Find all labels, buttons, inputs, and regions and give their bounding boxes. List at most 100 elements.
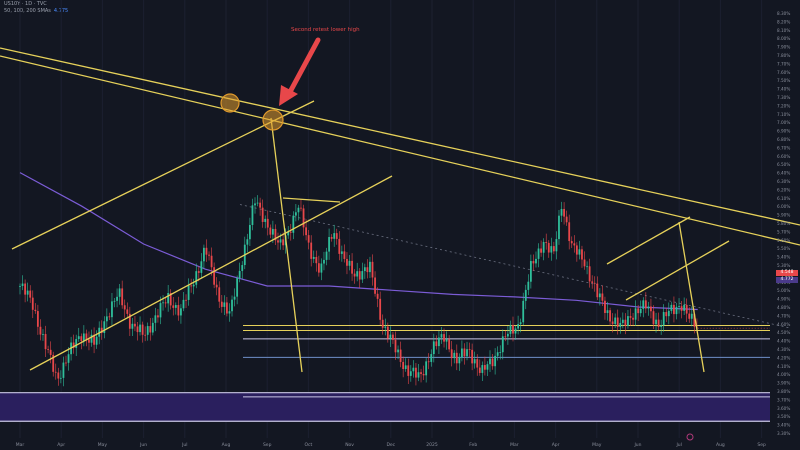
candle-body	[389, 334, 392, 339]
y-tick-label: 6.80%	[777, 137, 790, 142]
x-tick-label: Mar	[16, 442, 25, 448]
x-tick-label: 2025	[426, 442, 438, 448]
candle-body	[34, 309, 37, 312]
candle-body	[532, 261, 535, 264]
support-zone	[0, 392, 770, 422]
candle-body	[512, 324, 514, 334]
current-price-tag: 4.548	[776, 270, 798, 276]
candle-body	[670, 304, 673, 311]
candle-body	[192, 284, 195, 287]
y-tick-label: 3.90%	[777, 381, 790, 386]
candle-body	[54, 371, 57, 373]
candle-body	[62, 362, 65, 378]
candle-body	[542, 242, 545, 253]
candle-body	[187, 285, 190, 300]
candle-body	[563, 208, 565, 217]
candle-body	[402, 361, 405, 370]
candle-body	[315, 256, 318, 264]
candle-body	[77, 336, 80, 340]
candle-body	[644, 300, 647, 309]
candle-body	[65, 362, 67, 364]
candle-body	[499, 352, 502, 354]
y-tick-label: 6.30%	[777, 179, 790, 184]
y-tick-label: 6.00%	[777, 204, 790, 209]
candle-body	[509, 324, 512, 334]
candle-body	[693, 313, 696, 327]
y-tick-label: 4.40%	[777, 339, 790, 344]
candle-body	[496, 352, 499, 356]
trendline	[0, 55, 800, 246]
candle-body	[445, 339, 448, 342]
candle-body	[195, 271, 198, 285]
candle-body	[200, 261, 203, 273]
candle-body	[440, 334, 443, 338]
y-tick-label: 7.00%	[777, 120, 790, 125]
candle-body	[506, 333, 509, 337]
y-tick-label: 6.40%	[777, 171, 790, 176]
candle-body	[264, 218, 267, 222]
candle-body	[366, 267, 369, 273]
candle-body	[111, 301, 113, 318]
candle-body	[606, 310, 609, 313]
trendline	[606, 216, 691, 265]
y-tick-label: 3.50%	[777, 414, 790, 419]
candle-body	[417, 372, 420, 378]
candle-body	[72, 342, 75, 348]
candle-body	[494, 355, 497, 367]
candle-body	[524, 289, 527, 301]
candle-body	[351, 260, 353, 274]
candle-body	[294, 212, 297, 216]
y-tick-label: 7.50%	[777, 78, 790, 83]
candles	[19, 195, 698, 387]
y-tick-label: 4.60%	[777, 322, 790, 327]
y-tick-label: 3.40%	[777, 423, 790, 428]
candle-body	[353, 273, 356, 277]
candle-body	[685, 304, 688, 314]
candle-body	[639, 308, 642, 314]
x-tick-label: Aug	[222, 442, 231, 448]
candle-body	[82, 333, 85, 341]
candle-body	[177, 305, 180, 316]
y-tick-label: 5.50%	[777, 246, 790, 251]
candle-body	[90, 334, 93, 343]
candle-body	[49, 349, 52, 355]
candle-body	[517, 324, 520, 329]
candle-body	[44, 334, 47, 350]
candle-body	[647, 306, 650, 309]
candle-body	[113, 300, 116, 302]
candle-body	[491, 358, 494, 367]
candle-body	[210, 255, 213, 268]
candle-body	[80, 336, 83, 341]
candle-body	[248, 224, 251, 240]
candle-body	[340, 251, 343, 254]
candle-body	[379, 298, 382, 320]
y-tick-label: 3.30%	[777, 431, 790, 436]
candle-body	[461, 348, 463, 358]
candle-body	[47, 349, 49, 350]
x-tick-label: Sep	[757, 442, 766, 448]
y-tick-label: 8.10%	[777, 28, 790, 33]
candle-body	[596, 283, 599, 298]
candle-body	[103, 321, 106, 334]
candle-body	[266, 218, 269, 228]
candle-body	[598, 293, 601, 298]
candle-body	[637, 308, 640, 314]
candle-body	[555, 239, 558, 252]
x-tick-label: Dec	[386, 442, 395, 448]
candle-body	[514, 328, 517, 334]
candle-body	[586, 266, 588, 268]
candle-body	[269, 227, 272, 235]
y-tick-label: 4.30%	[777, 347, 790, 352]
candle-body	[146, 326, 149, 335]
candle-body	[220, 301, 223, 307]
y-tick-label: 6.60%	[777, 154, 790, 159]
candle-body	[450, 349, 453, 359]
y-tick-label: 8.20%	[777, 19, 790, 24]
candle-body	[522, 300, 525, 323]
candle-body	[466, 349, 468, 357]
candle-body	[174, 305, 177, 308]
y-tick-label: 8.30%	[777, 11, 790, 16]
candle-body	[448, 339, 451, 350]
